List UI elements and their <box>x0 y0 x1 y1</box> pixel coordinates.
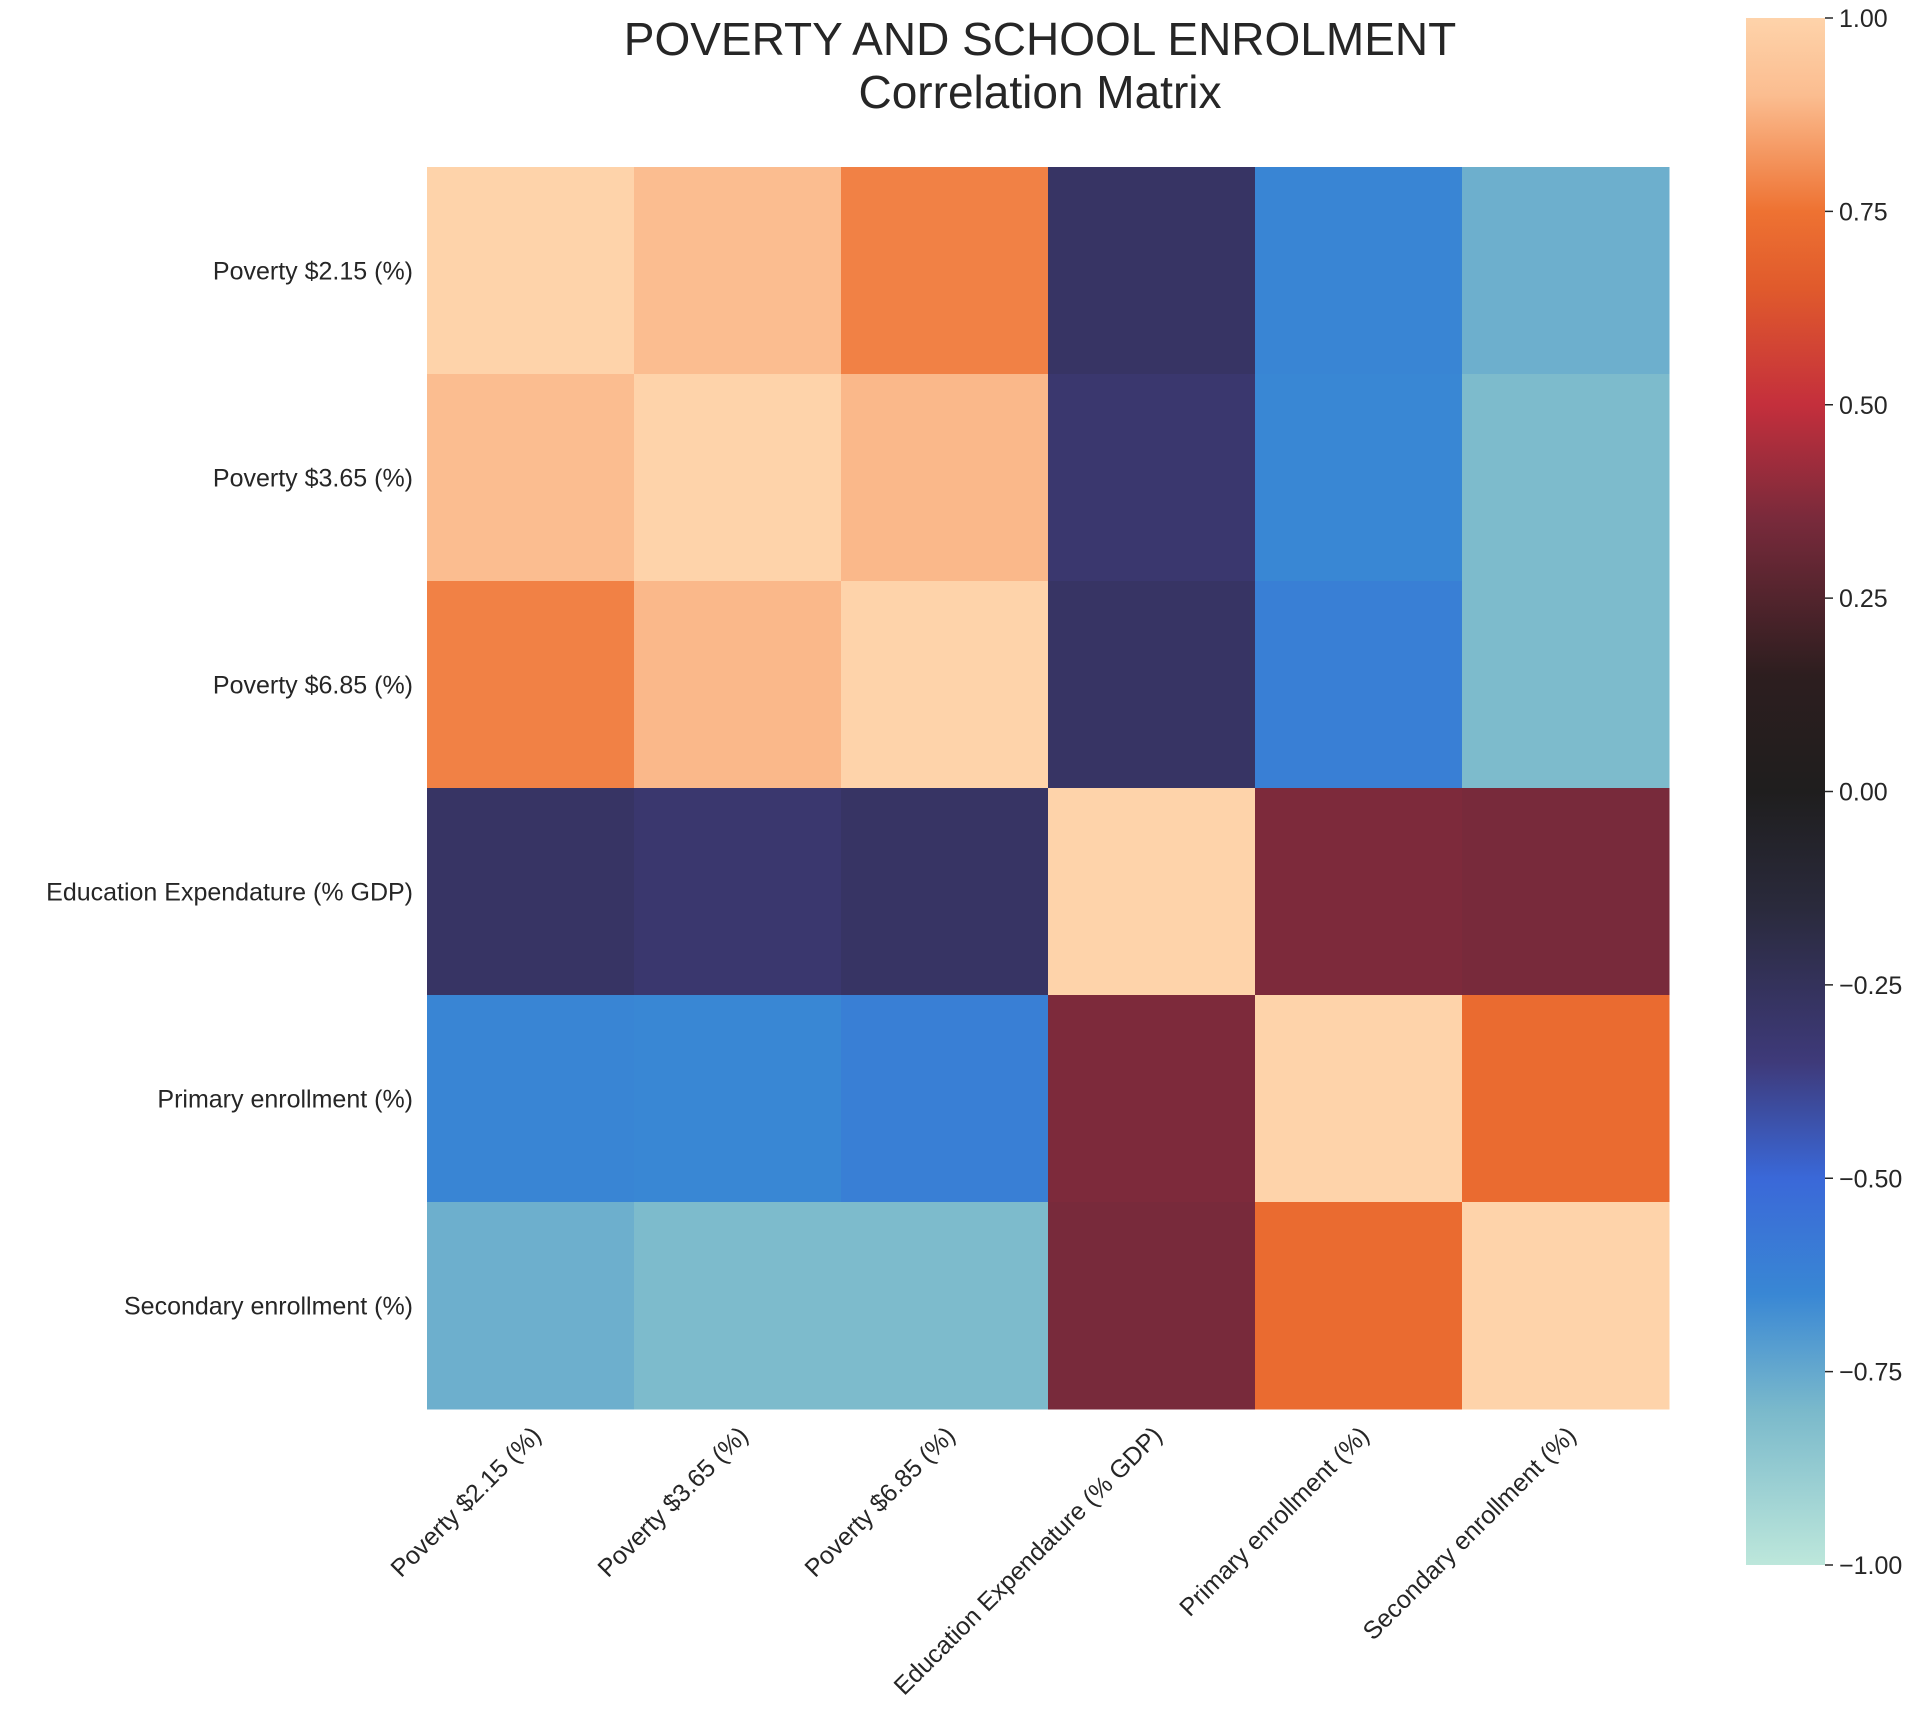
row-tick-labels: Poverty $2.15 (%) Poverty $3.65 (%) Povert… <box>46 258 413 1321</box>
chart-subtitle: Correlation Matrix <box>859 66 1222 118</box>
colorbar-tick-label: 0.50 <box>1839 392 1888 420</box>
row-tick-label: Poverty $3.65 (%) <box>213 465 413 493</box>
heatmap-cell <box>634 581 842 789</box>
colorbar-tick-label: −1.00 <box>1839 1552 1902 1580</box>
row-tick-label: Poverty $2.15 (%) <box>213 258 413 286</box>
colorbar-tick-label: 0.75 <box>1839 198 1888 226</box>
heatmap-cell <box>634 1202 842 1410</box>
heatmap-cell <box>634 167 842 375</box>
column-tick-label: Secondary enrollment (%) <box>1358 1421 1582 1645</box>
heatmap-cell <box>427 995 635 1203</box>
heatmap-cell <box>841 1202 1049 1410</box>
heatmap-cell <box>634 788 842 996</box>
heatmap-cell <box>841 581 1049 789</box>
heatmap-cell <box>1048 167 1256 375</box>
heatmap-cell <box>841 788 1049 996</box>
heatmap-cell <box>1255 374 1463 582</box>
heatmap-cell <box>1462 788 1670 996</box>
heatmap-cell <box>1048 581 1256 789</box>
colorbar-tick-label: 1.00 <box>1839 5 1888 33</box>
heatmap-cell <box>1255 995 1463 1203</box>
heatmap-cell <box>427 581 635 789</box>
heatmap-cell <box>1462 1202 1670 1410</box>
heatmap-cell <box>1255 167 1463 375</box>
heatmap-cell <box>1255 1202 1463 1410</box>
column-tick-labels: Poverty $2.15 (%) Poverty $3.65 (%) Povert… <box>385 1421 1581 1700</box>
heatmap-cell <box>427 788 635 996</box>
heatmap-cell <box>1048 1202 1256 1410</box>
heatmap-cell <box>427 1202 635 1410</box>
column-tick-label: Poverty $2.15 (%) <box>385 1421 546 1582</box>
heatmap-cell <box>1462 581 1670 789</box>
heatmap-cell <box>841 995 1049 1203</box>
row-tick-label: Primary enrollment (%) <box>157 1086 413 1114</box>
row-tick-label: Secondary enrollment (%) <box>124 1293 413 1321</box>
heatmap-cell <box>634 374 842 582</box>
heatmap-cells <box>427 167 1670 1410</box>
heatmap-cell <box>634 995 842 1203</box>
column-tick-label: Primary enrollment (%) <box>1174 1421 1375 1622</box>
colorbar-gradient <box>1746 18 1825 1565</box>
row-tick-label: Poverty $6.85 (%) <box>213 672 413 700</box>
heatmap-cell <box>1462 374 1670 582</box>
colorbar-tick-label: 0.00 <box>1839 779 1888 807</box>
row-tick-label: Education Expendature (% GDP) <box>46 879 413 907</box>
heatmap-cell <box>841 167 1049 375</box>
colorbar-tick-label: −0.25 <box>1839 972 1902 1000</box>
colorbar-ticks: −1.00 −0.75 −0.50 −0.25 0.00 0.25 0.50 0.75 1.00 <box>1825 5 1902 1580</box>
heatmap-cell <box>841 374 1049 582</box>
heatmap-cell <box>1462 995 1670 1203</box>
heatmap-cell <box>1255 581 1463 789</box>
colorbar: −1.00 −0.75 −0.50 −0.25 0.00 0.25 0.50 0.75 1.00 <box>1746 5 1902 1580</box>
heatmap-cell <box>1048 374 1256 582</box>
heatmap-cell <box>1462 167 1670 375</box>
colorbar-tick-label: 0.25 <box>1839 585 1888 613</box>
heatmap-cell <box>427 374 635 582</box>
colorbar-tick-label: −0.50 <box>1839 1165 1902 1193</box>
chart-title: POVERTY AND SCHOOL ENROLMENT <box>624 13 1456 65</box>
column-tick-label: Poverty $3.65 (%) <box>592 1421 753 1582</box>
heatmap-cell <box>1048 995 1256 1203</box>
column-tick-label: Poverty $6.85 (%) <box>799 1421 960 1582</box>
heatmap-cell <box>1255 788 1463 996</box>
heatmap-cell <box>1048 788 1256 996</box>
heatmap-cell <box>427 167 635 375</box>
colorbar-tick-label: −0.75 <box>1839 1359 1902 1387</box>
